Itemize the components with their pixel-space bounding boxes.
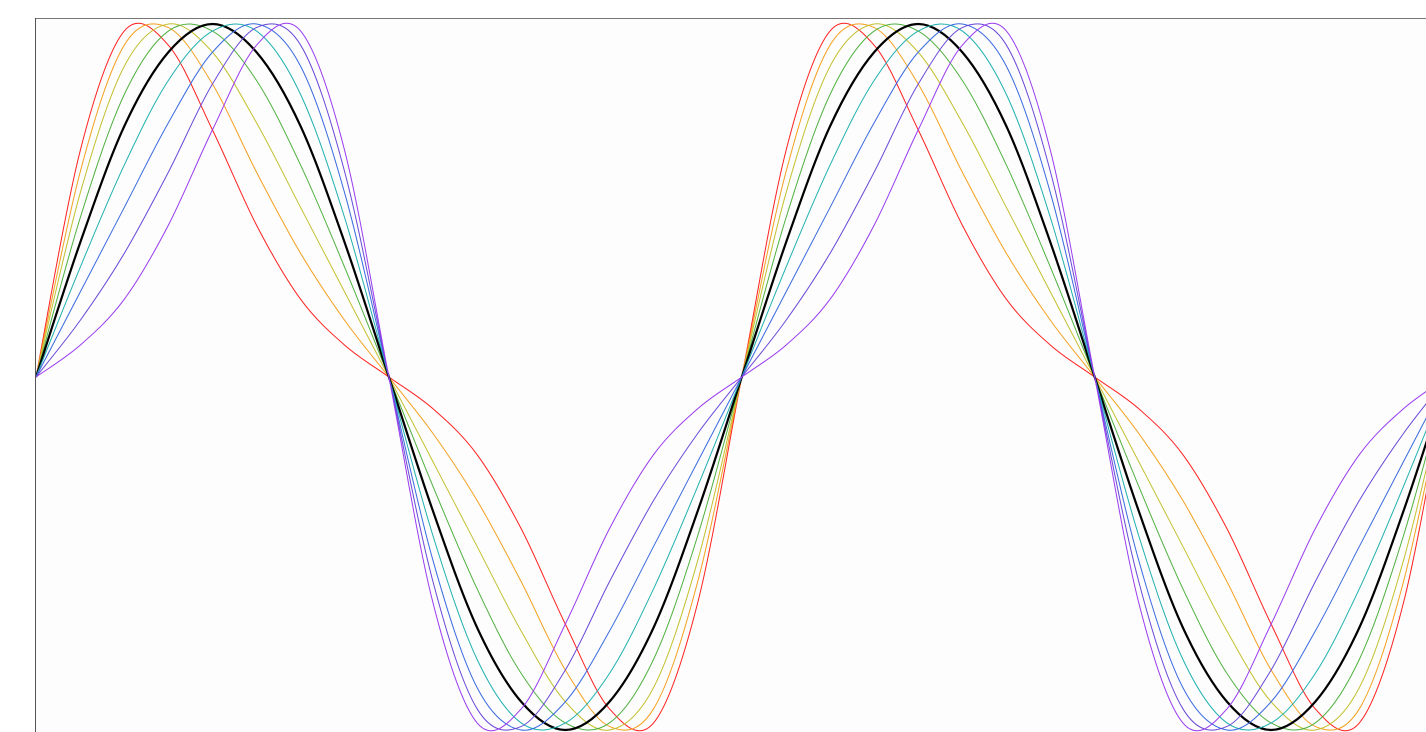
- series-line: [36, 22, 1426, 732]
- curves: [36, 22, 1426, 732]
- plot-background: [36, 19, 1426, 732]
